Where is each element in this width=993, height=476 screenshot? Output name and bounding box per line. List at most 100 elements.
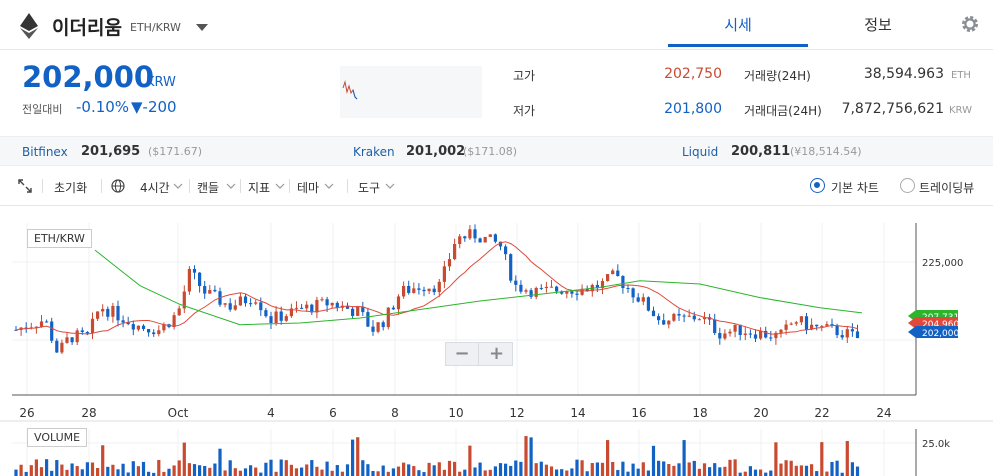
volume-bar [152, 472, 156, 476]
candle-dropdown[interactable]: 캔들 [197, 181, 220, 195]
volume-bar [840, 472, 844, 476]
candle-body [504, 246, 508, 255]
candle-body [356, 307, 360, 316]
volume-bar [274, 471, 278, 476]
volume-bar [106, 466, 110, 476]
tab-info[interactable]: 정보 [864, 16, 892, 34]
candle-body [794, 322, 798, 324]
candle-body [646, 297, 650, 311]
chevron-down-icon [226, 183, 236, 189]
volume-bar [345, 464, 350, 476]
volume-bar [203, 465, 207, 476]
tab-price[interactable]: 시세 [668, 0, 808, 47]
volume-bar [136, 466, 140, 476]
volume-bar [453, 461, 457, 476]
candle-body [39, 321, 44, 327]
price-tag [908, 326, 958, 338]
candle-body [238, 296, 242, 306]
candle-body [24, 327, 28, 329]
indicator-dropdown[interactable]: 지표 [248, 181, 271, 195]
zoom-in-button[interactable]: + [488, 343, 505, 364]
volume-bar [845, 440, 849, 476]
candle-body [136, 325, 140, 330]
volume-bar [616, 470, 620, 476]
candle-body [335, 302, 339, 308]
candle-body [182, 291, 186, 309]
candle-body [468, 229, 472, 239]
ethereum-icon [20, 13, 38, 39]
candle-body [14, 329, 18, 331]
globe-icon[interactable] [111, 179, 125, 193]
volume-bar [651, 445, 656, 476]
volume-bar [325, 461, 329, 476]
interval-dropdown[interactable]: 4시간 [140, 181, 170, 195]
volume-bar [198, 465, 202, 476]
chevron-down-icon [173, 183, 183, 189]
candle-body [759, 330, 763, 339]
volume-bar [585, 471, 589, 476]
candle-body [90, 318, 95, 334]
volume-bar [697, 468, 701, 476]
candle-body [325, 299, 329, 306]
volume-bar [764, 472, 768, 476]
x-tick-label: 28 [81, 406, 96, 420]
basic-chart-radio[interactable] [810, 178, 825, 193]
moving-average-long-line [94, 249, 863, 326]
candle-body [289, 308, 293, 317]
candle-body [34, 326, 38, 328]
candle-body [75, 330, 79, 343]
candle-body [687, 315, 691, 317]
volume-bar [504, 463, 508, 476]
tradingview-label[interactable]: 트레이딩뷰 [919, 181, 975, 195]
volume-bar [565, 470, 569, 476]
candle-body [697, 319, 701, 321]
candle-body [391, 307, 395, 310]
volume-bar [147, 471, 151, 476]
x-tick-label: 6 [329, 406, 337, 420]
volume-bar [34, 459, 38, 476]
volume-bar [50, 470, 54, 476]
reset-button[interactable]: 초기화 [54, 181, 88, 195]
tradingview-radio[interactable] [900, 178, 915, 193]
volume-bar [529, 437, 533, 476]
volume-bar [85, 462, 89, 476]
volume-bar [458, 471, 462, 476]
expand-icon[interactable] [18, 179, 32, 193]
volume-label: VOLUME [27, 428, 88, 447]
volume-bar [672, 465, 676, 476]
theme-dropdown[interactable]: 테마 [297, 181, 320, 195]
change-label: 전일대비 [22, 103, 63, 116]
volume-bar [39, 467, 44, 476]
chevron-down-icon[interactable] [196, 24, 208, 31]
candle-body [799, 316, 803, 323]
candle-body [152, 332, 156, 335]
x-tick-label: 8 [391, 406, 399, 420]
volume-bar [279, 459, 283, 476]
volume-bar [784, 460, 788, 476]
volume-bar [769, 470, 773, 476]
candle-body [198, 272, 202, 287]
gear-icon[interactable] [960, 14, 980, 34]
current-price-unit: KRW [146, 75, 176, 90]
volume-bar [305, 464, 309, 476]
volume-bar [733, 459, 737, 476]
basic-chart-label[interactable]: 기본 차트 [831, 181, 879, 195]
candle-body [345, 305, 350, 309]
zoom-out-button[interactable]: − [446, 343, 479, 365]
exchange-name: Liquid [682, 145, 719, 159]
candle-body [101, 308, 105, 312]
candle-body [305, 304, 309, 309]
volume-bar [519, 461, 523, 476]
candle-body [96, 311, 100, 319]
candle-body [162, 324, 166, 331]
candle-body [386, 307, 390, 328]
volume-bar [249, 465, 253, 476]
x-tick-label: 18 [692, 406, 707, 420]
volume-bar [371, 470, 375, 476]
volume-bar [412, 466, 416, 476]
volume-bar [182, 442, 186, 476]
candle-body [417, 288, 421, 290]
candle-body [294, 307, 299, 309]
tools-dropdown[interactable]: 도구 [358, 181, 381, 195]
price-chart[interactable]: 26 28 Oct 4 6 8 10 12 14 16 18 20 22 24 225,000 25.0k 2… [0, 207, 993, 476]
